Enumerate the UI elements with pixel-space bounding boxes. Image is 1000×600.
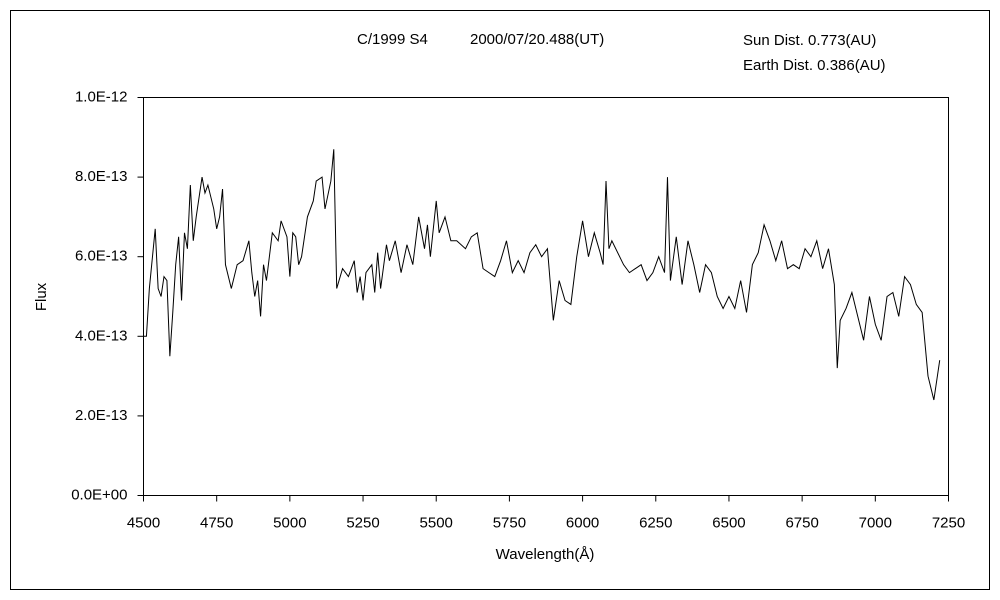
x-tick-label: 5500 — [420, 514, 453, 531]
x-tick-label: 5750 — [493, 514, 526, 531]
y-tick-label: 6.0E-13 — [75, 248, 128, 265]
y-tick-label: 0.0E+00 — [71, 486, 127, 503]
x-axis-label: Wavelength(Å) — [496, 546, 595, 563]
x-tick-label: 4500 — [127, 514, 160, 531]
chart-border — [10, 10, 990, 590]
y-axis-label: Flux — [33, 282, 50, 311]
annotation: 2000/07/20.488(UT) — [470, 31, 604, 48]
x-tick-label: 4750 — [200, 514, 233, 531]
x-tick-label: 6250 — [639, 514, 672, 531]
y-tick-label: 1.0E-12 — [75, 88, 128, 105]
annotation: Earth Dist. 0.386(AU) — [743, 57, 886, 74]
x-tick-label: 7000 — [859, 514, 892, 531]
x-tick-label: 5000 — [273, 514, 306, 531]
x-tick-label: 7250 — [932, 514, 965, 531]
y-tick-label: 4.0E-13 — [75, 327, 128, 344]
spectrum-line — [143, 149, 941, 401]
x-tick-label: 5250 — [346, 514, 379, 531]
annotation: C/1999 S4 — [357, 31, 428, 48]
x-tick-label: 6500 — [712, 514, 745, 531]
x-tick-label: 6750 — [785, 514, 818, 531]
x-tick-label: 6000 — [566, 514, 599, 531]
y-tick-label: 8.0E-13 — [75, 168, 128, 185]
y-tick-label: 2.0E-13 — [75, 407, 128, 424]
annotation: Sun Dist. 0.773(AU) — [743, 32, 876, 49]
plot-area — [143, 97, 949, 496]
